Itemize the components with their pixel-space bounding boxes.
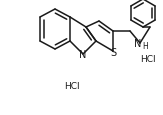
Text: HCl: HCl [140, 55, 156, 64]
Text: H: H [142, 42, 148, 51]
Text: S: S [110, 48, 116, 58]
Text: N: N [134, 39, 142, 49]
Text: HCl: HCl [64, 82, 80, 91]
Text: N: N [79, 50, 87, 59]
